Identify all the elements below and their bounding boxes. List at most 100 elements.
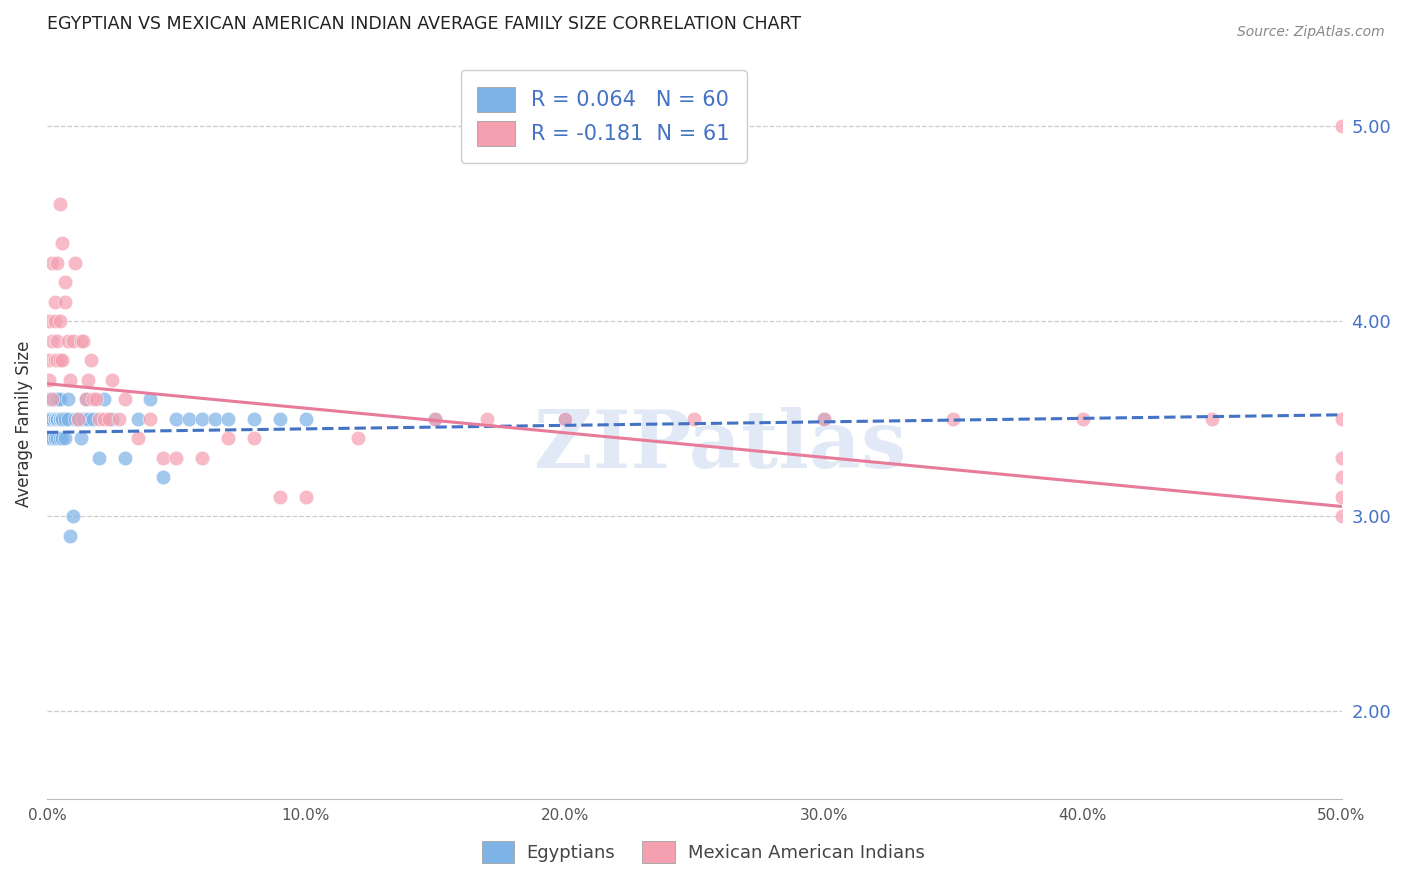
Point bbox=[269, 490, 291, 504]
Point bbox=[41, 256, 63, 270]
Point bbox=[38, 314, 60, 328]
Point bbox=[56, 334, 79, 348]
Point bbox=[80, 353, 103, 368]
Point bbox=[41, 431, 63, 445]
Legend: Egyptians, Mexican American Indians: Egyptians, Mexican American Indians bbox=[472, 832, 934, 872]
Text: EGYPTIAN VS MEXICAN AMERICAN INDIAN AVERAGE FAMILY SIZE CORRELATION CHART: EGYPTIAN VS MEXICAN AMERICAN INDIAN AVER… bbox=[46, 15, 801, 33]
Point bbox=[100, 411, 122, 425]
Text: Source: ZipAtlas.com: Source: ZipAtlas.com bbox=[1237, 25, 1385, 39]
Point bbox=[1201, 411, 1223, 425]
Point bbox=[93, 411, 115, 425]
Point bbox=[51, 236, 73, 251]
Y-axis label: Average Family Size: Average Family Size bbox=[15, 341, 32, 507]
Point bbox=[346, 431, 368, 445]
Point bbox=[44, 411, 66, 425]
Point bbox=[51, 353, 73, 368]
Point bbox=[44, 353, 66, 368]
Point bbox=[127, 431, 149, 445]
Point bbox=[49, 431, 72, 445]
Point bbox=[41, 431, 63, 445]
Point bbox=[72, 411, 94, 425]
Point bbox=[217, 431, 239, 445]
Point bbox=[554, 411, 576, 425]
Point bbox=[62, 334, 84, 348]
Point bbox=[82, 411, 104, 425]
Point bbox=[53, 431, 76, 445]
Point bbox=[87, 450, 110, 465]
Point bbox=[53, 294, 76, 309]
Point bbox=[56, 392, 79, 407]
Point bbox=[1330, 470, 1353, 484]
Point bbox=[49, 353, 72, 368]
Point bbox=[56, 411, 79, 425]
Point bbox=[46, 392, 69, 407]
Point bbox=[46, 411, 69, 425]
Point bbox=[295, 490, 318, 504]
Point bbox=[38, 353, 60, 368]
Point bbox=[41, 392, 63, 407]
Point bbox=[46, 334, 69, 348]
Point bbox=[65, 256, 87, 270]
Point bbox=[191, 411, 214, 425]
Text: ZIPatlas: ZIPatlas bbox=[534, 407, 907, 485]
Point bbox=[165, 450, 187, 465]
Point bbox=[44, 392, 66, 407]
Point bbox=[44, 431, 66, 445]
Point bbox=[41, 392, 63, 407]
Point bbox=[87, 411, 110, 425]
Point bbox=[475, 411, 498, 425]
Point bbox=[46, 256, 69, 270]
Point bbox=[217, 411, 239, 425]
Point bbox=[65, 411, 87, 425]
Point bbox=[46, 411, 69, 425]
Point bbox=[114, 450, 136, 465]
Point bbox=[44, 431, 66, 445]
Point bbox=[295, 411, 318, 425]
Point bbox=[51, 431, 73, 445]
Point bbox=[75, 392, 97, 407]
Point bbox=[44, 294, 66, 309]
Point bbox=[49, 197, 72, 211]
Point bbox=[82, 392, 104, 407]
Point bbox=[41, 334, 63, 348]
Point bbox=[269, 411, 291, 425]
Point bbox=[38, 373, 60, 387]
Point bbox=[152, 470, 174, 484]
Point bbox=[127, 411, 149, 425]
Legend: R = 0.064   N = 60, R = -0.181  N = 61: R = 0.064 N = 60, R = -0.181 N = 61 bbox=[461, 70, 747, 162]
Point bbox=[139, 392, 162, 407]
Point bbox=[66, 411, 89, 425]
Point bbox=[813, 411, 835, 425]
Point bbox=[554, 411, 576, 425]
Point bbox=[49, 314, 72, 328]
Point bbox=[84, 392, 107, 407]
Point bbox=[93, 392, 115, 407]
Point bbox=[204, 411, 226, 425]
Point bbox=[46, 431, 69, 445]
Point bbox=[46, 392, 69, 407]
Point bbox=[38, 411, 60, 425]
Point bbox=[44, 411, 66, 425]
Point bbox=[49, 411, 72, 425]
Point bbox=[1330, 509, 1353, 524]
Point bbox=[165, 411, 187, 425]
Point bbox=[108, 411, 131, 425]
Point bbox=[1071, 411, 1094, 425]
Point bbox=[100, 373, 122, 387]
Point bbox=[72, 334, 94, 348]
Point bbox=[44, 314, 66, 328]
Point bbox=[152, 450, 174, 465]
Point bbox=[49, 411, 72, 425]
Point bbox=[66, 411, 89, 425]
Point bbox=[813, 411, 835, 425]
Point bbox=[683, 411, 706, 425]
Point bbox=[425, 411, 447, 425]
Point bbox=[59, 373, 82, 387]
Point bbox=[425, 411, 447, 425]
Point bbox=[243, 411, 266, 425]
Point bbox=[53, 411, 76, 425]
Point bbox=[75, 392, 97, 407]
Point bbox=[1330, 120, 1353, 134]
Point bbox=[41, 411, 63, 425]
Point bbox=[139, 411, 162, 425]
